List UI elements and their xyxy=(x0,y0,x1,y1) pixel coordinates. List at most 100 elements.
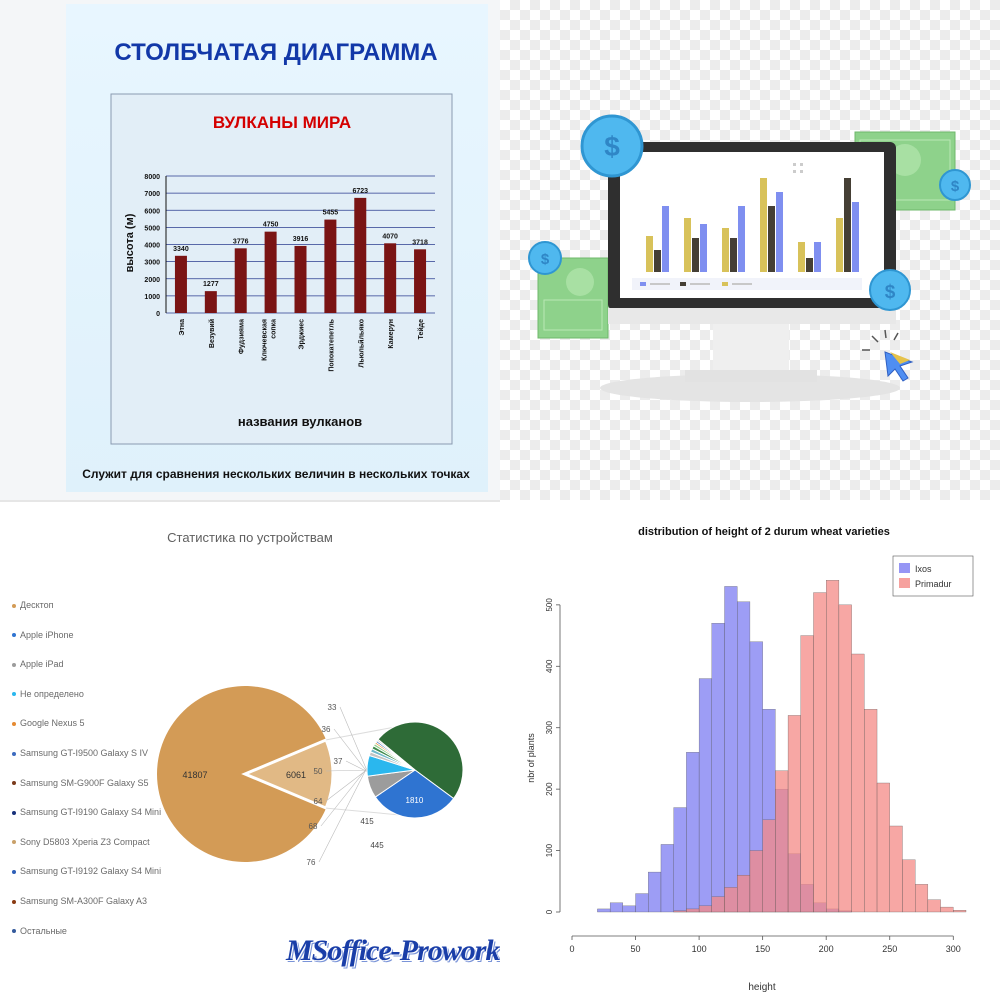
legend-item: Не определено xyxy=(12,689,84,699)
histogram-bar xyxy=(648,871,662,913)
screen-bar xyxy=(760,178,767,272)
legend: Ixos Primadur xyxy=(892,555,974,597)
x-tick-label: Этна xyxy=(179,319,186,336)
histogram-bar xyxy=(787,715,801,913)
data-label: 6723 xyxy=(352,188,368,195)
x-tick-label: 50 xyxy=(631,944,641,954)
dollar-coin-icon: $ xyxy=(580,114,644,178)
legend-label: Остальные xyxy=(20,925,67,936)
slide-caption: Служит для сравнения нескольких величин … xyxy=(82,467,470,481)
y-tick-label: 6000 xyxy=(144,208,160,215)
slice-label: 50 xyxy=(314,767,323,776)
histogram-bar xyxy=(915,884,929,913)
floor-shadow xyxy=(600,374,900,402)
svg-text:$: $ xyxy=(541,251,550,268)
legend-label: Primadur xyxy=(915,579,952,589)
legend-box xyxy=(892,555,974,597)
axes: 0 100 200 300 400 500 0 50 100 150 200 250 300 xyxy=(545,598,961,954)
chart-title: Статистика по устройствам xyxy=(167,530,333,545)
histogram-bar xyxy=(800,635,814,913)
legend-swatch xyxy=(12,603,16,608)
histogram-bar xyxy=(762,819,776,913)
x-tick-label: 300 xyxy=(946,944,961,954)
legend-label: Samsung GT-I9500 Galaxy S IV xyxy=(20,748,149,758)
x-tick-label: Попокатепетль xyxy=(328,318,335,371)
legend-label: Samsung GT-I9190 Galaxy S4 Mini xyxy=(20,807,162,818)
monitor-icon xyxy=(608,142,896,382)
slice-label: 1810 xyxy=(406,796,424,805)
screen-bar xyxy=(768,206,775,272)
screen-bar xyxy=(852,202,859,272)
legend-swatch xyxy=(12,929,16,934)
legend-swatch xyxy=(12,692,16,697)
devices-panel: Статистика по устройствам 41807 6061 1810 4… xyxy=(0,500,500,1002)
histogram-bar xyxy=(876,782,890,913)
y-tick-label: 5000 xyxy=(144,225,160,232)
chart-frame xyxy=(110,93,453,445)
screen-bar xyxy=(836,218,843,272)
y-tick-label: 2000 xyxy=(144,277,160,284)
devices-pie-chart: Статистика по устройствам 41807 606118104… xyxy=(157,530,464,867)
legend-swatch xyxy=(12,722,16,727)
slice-label: 36 xyxy=(322,725,331,734)
histogram-bar xyxy=(635,893,649,913)
histogram-bar xyxy=(737,874,751,913)
legend-label: Samsung SM-G900F Galaxy S5 xyxy=(20,777,149,788)
legend-item: Sony D5803 Xperia Z3 Compact xyxy=(12,837,150,847)
y-tick-label: 7000 xyxy=(144,191,160,198)
x-tick-label: 0 xyxy=(569,944,574,954)
slice-label: 445 xyxy=(370,841,384,850)
screen-bar xyxy=(662,206,669,272)
chart-title: distribution of height of 2 durum wheat … xyxy=(638,526,890,538)
legend-item: Google Nexus 5 xyxy=(12,718,85,728)
screen-bar xyxy=(646,236,653,272)
y-tick-label: 100 xyxy=(545,843,554,857)
legend-swatch xyxy=(12,633,16,638)
slice-label: 76 xyxy=(307,858,316,867)
y-tick-labels: 0 1000 2000 3000 4000 5000 6000 7000 8000 xyxy=(144,174,160,318)
secondary-pie-slice xyxy=(374,769,455,819)
legend-label: Ixos xyxy=(915,564,932,574)
slice-labels: 41807 6061 1810 445 415 76 68 64 50 37 36 33 xyxy=(182,703,423,867)
legend-swatch xyxy=(12,899,16,904)
data-label: 4750 xyxy=(263,222,279,229)
histogram-bar xyxy=(686,908,700,913)
secondary-pie-slice xyxy=(376,738,416,771)
legend-label: Samsung SM-A300F Galaxy A3 xyxy=(20,896,148,906)
legend-item: Десктоп xyxy=(12,600,54,610)
leader-line xyxy=(318,757,373,863)
watermark: MSoffice-Prowork.com xyxy=(286,934,500,967)
histogram-bar xyxy=(622,905,636,913)
histogram-bar xyxy=(826,580,840,913)
x-tick-label: 200 xyxy=(819,944,834,954)
chart-title: ВУЛКАНЫ МИРА xyxy=(213,113,351,132)
legend-swatch xyxy=(899,563,910,573)
bar xyxy=(354,197,367,313)
x-tick-label: Тейде xyxy=(417,319,425,340)
slice-label: 37 xyxy=(334,757,343,766)
bar xyxy=(174,255,187,313)
legend-label: Apple iPhone xyxy=(20,629,74,640)
svg-text:$: $ xyxy=(951,178,960,195)
histogram-bar xyxy=(724,887,738,913)
histogram-bar xyxy=(724,586,738,913)
volcano-bar-chart: СТОЛБЧАТАЯ ДИАГРАММА ВУЛКАНЫ МИРА высота… xyxy=(82,39,470,481)
bar xyxy=(384,243,397,313)
histogram-bar xyxy=(711,623,725,913)
x-tick-labels: Этна Везувий Фудзияма Ключевская сопка Эрджие… xyxy=(179,318,425,371)
legend-swatch xyxy=(12,662,16,667)
histogram-bar xyxy=(737,601,751,913)
dollar-coin-icon: $ xyxy=(939,169,971,201)
slice-label: 6061 xyxy=(286,770,306,780)
leader-line xyxy=(325,765,372,802)
cursor-click-icon xyxy=(862,329,914,382)
bar xyxy=(234,248,247,313)
screen-bar-chart xyxy=(646,178,859,272)
histogram-bars xyxy=(597,580,967,913)
x-tick-label: Фудзияма xyxy=(239,319,246,354)
svg-text:$: $ xyxy=(885,282,896,303)
histogram-bar xyxy=(953,910,967,913)
x-tick-label: Ключевская сопка xyxy=(262,319,278,361)
y-tick-label: 0 xyxy=(156,311,160,318)
histogram-bar xyxy=(927,899,941,913)
